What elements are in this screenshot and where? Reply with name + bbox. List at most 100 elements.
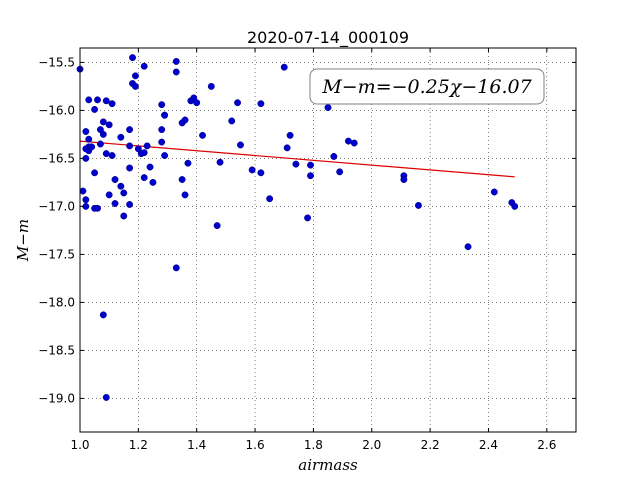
- data-point: [283, 144, 291, 152]
- data-point: [172, 68, 180, 76]
- data-points: [76, 54, 519, 401]
- data-point: [99, 130, 107, 138]
- data-point: [120, 189, 128, 197]
- data-point: [161, 152, 169, 159]
- x-tick-label: 2.6: [537, 438, 556, 452]
- data-point: [511, 202, 519, 210]
- y-tick-label: −19.0: [38, 391, 75, 405]
- data-point: [193, 99, 201, 107]
- y-tick-label: −16.0: [38, 103, 75, 117]
- data-point: [82, 128, 90, 135]
- data-point: [199, 131, 206, 139]
- data-point: [102, 393, 110, 401]
- data-point: [184, 159, 192, 167]
- data-point: [330, 153, 338, 160]
- data-point: [414, 201, 422, 209]
- data-point: [280, 63, 288, 71]
- y-tick-label: −17.0: [38, 199, 75, 213]
- data-point: [307, 172, 314, 180]
- x-tick-label: 1.2: [129, 438, 148, 452]
- data-point: [140, 62, 148, 70]
- chart-title: 2020-07-14_000109: [247, 28, 409, 48]
- data-point: [129, 54, 136, 62]
- data-point: [111, 200, 119, 207]
- data-point: [248, 166, 256, 174]
- data-point: [120, 212, 128, 220]
- data-point: [131, 82, 139, 90]
- data-point: [324, 104, 332, 111]
- data-point: [464, 243, 472, 251]
- data-point: [286, 131, 294, 139]
- data-point: [126, 126, 134, 134]
- x-tick-label: 2.4: [479, 438, 498, 452]
- data-point: [257, 169, 265, 177]
- y-tick-label: −16.5: [38, 151, 75, 165]
- y-tick-label: −17.5: [38, 247, 75, 261]
- data-point: [213, 222, 221, 230]
- data-point: [105, 191, 113, 199]
- y-tick-label: −18.5: [38, 343, 75, 357]
- data-point: [94, 204, 101, 212]
- y-tick-label: −15.5: [38, 55, 75, 69]
- x-tick-label: 2.2: [421, 438, 440, 452]
- data-point: [158, 126, 166, 134]
- data-point: [237, 141, 244, 149]
- data-point: [344, 137, 352, 145]
- data-point: [94, 96, 101, 104]
- data-point: [111, 176, 119, 183]
- data-point: [172, 57, 180, 65]
- data-point: [158, 138, 166, 146]
- x-axis-ticks: 1.0 1.2 1.4 1.6 1.8 2.0 2.2 2.4 2.6: [70, 48, 556, 452]
- data-point: [400, 176, 408, 183]
- data-point: [140, 149, 148, 157]
- data-point: [350, 139, 358, 147]
- data-point: [108, 100, 116, 108]
- data-point: [292, 160, 300, 168]
- data-point: [146, 163, 154, 171]
- data-point: [228, 117, 236, 125]
- data-point: [99, 118, 107, 126]
- x-tick-label: 2.0: [362, 438, 381, 452]
- data-point: [79, 187, 87, 195]
- data-point: [207, 82, 215, 90]
- fit-equation-box: M−m=−0.25χ−16.07: [309, 68, 545, 105]
- data-point: [257, 100, 265, 108]
- data-point: [91, 169, 99, 177]
- plot-frame: [79, 47, 577, 433]
- fit-equation: M−m=−0.25χ−16.07: [321, 76, 532, 98]
- data-point: [181, 191, 189, 199]
- data-point: [126, 142, 134, 150]
- data-point: [490, 188, 498, 196]
- y-tick-label: −18.0: [38, 295, 75, 309]
- data-point: [126, 201, 134, 208]
- annotation-box: [309, 68, 545, 105]
- data-point: [88, 143, 96, 151]
- x-tick-label: 1.8: [304, 438, 323, 452]
- data-point: [117, 133, 125, 141]
- data-point: [82, 196, 90, 204]
- y-axis-ticks: −15.5 −16.0 −16.5 −17.0 −17.5 −18.0 −18.5 −19.0: [38, 55, 576, 405]
- data-point: [99, 311, 107, 319]
- fit-line: [79, 140, 515, 178]
- x-tick-label: 1.6: [246, 438, 265, 452]
- data-point: [307, 161, 314, 169]
- data-point: [85, 96, 93, 104]
- data-point: [178, 176, 186, 183]
- x-axis-label: airmass: [298, 456, 358, 474]
- data-point: [117, 182, 125, 190]
- data-point: [143, 142, 151, 150]
- data-point: [336, 168, 344, 176]
- data-point: [181, 116, 189, 124]
- data-point: [102, 97, 110, 105]
- data-point: [108, 152, 116, 159]
- data-point: [216, 158, 224, 166]
- data-point: [102, 150, 110, 158]
- x-tick-label: 1.4: [187, 438, 206, 452]
- data-point: [140, 174, 148, 182]
- data-point: [266, 195, 274, 203]
- grid-lines: [79, 48, 576, 432]
- x-tick-label: 1.0: [70, 438, 89, 452]
- plot-area: [80, 48, 576, 432]
- data-point: [91, 105, 99, 113]
